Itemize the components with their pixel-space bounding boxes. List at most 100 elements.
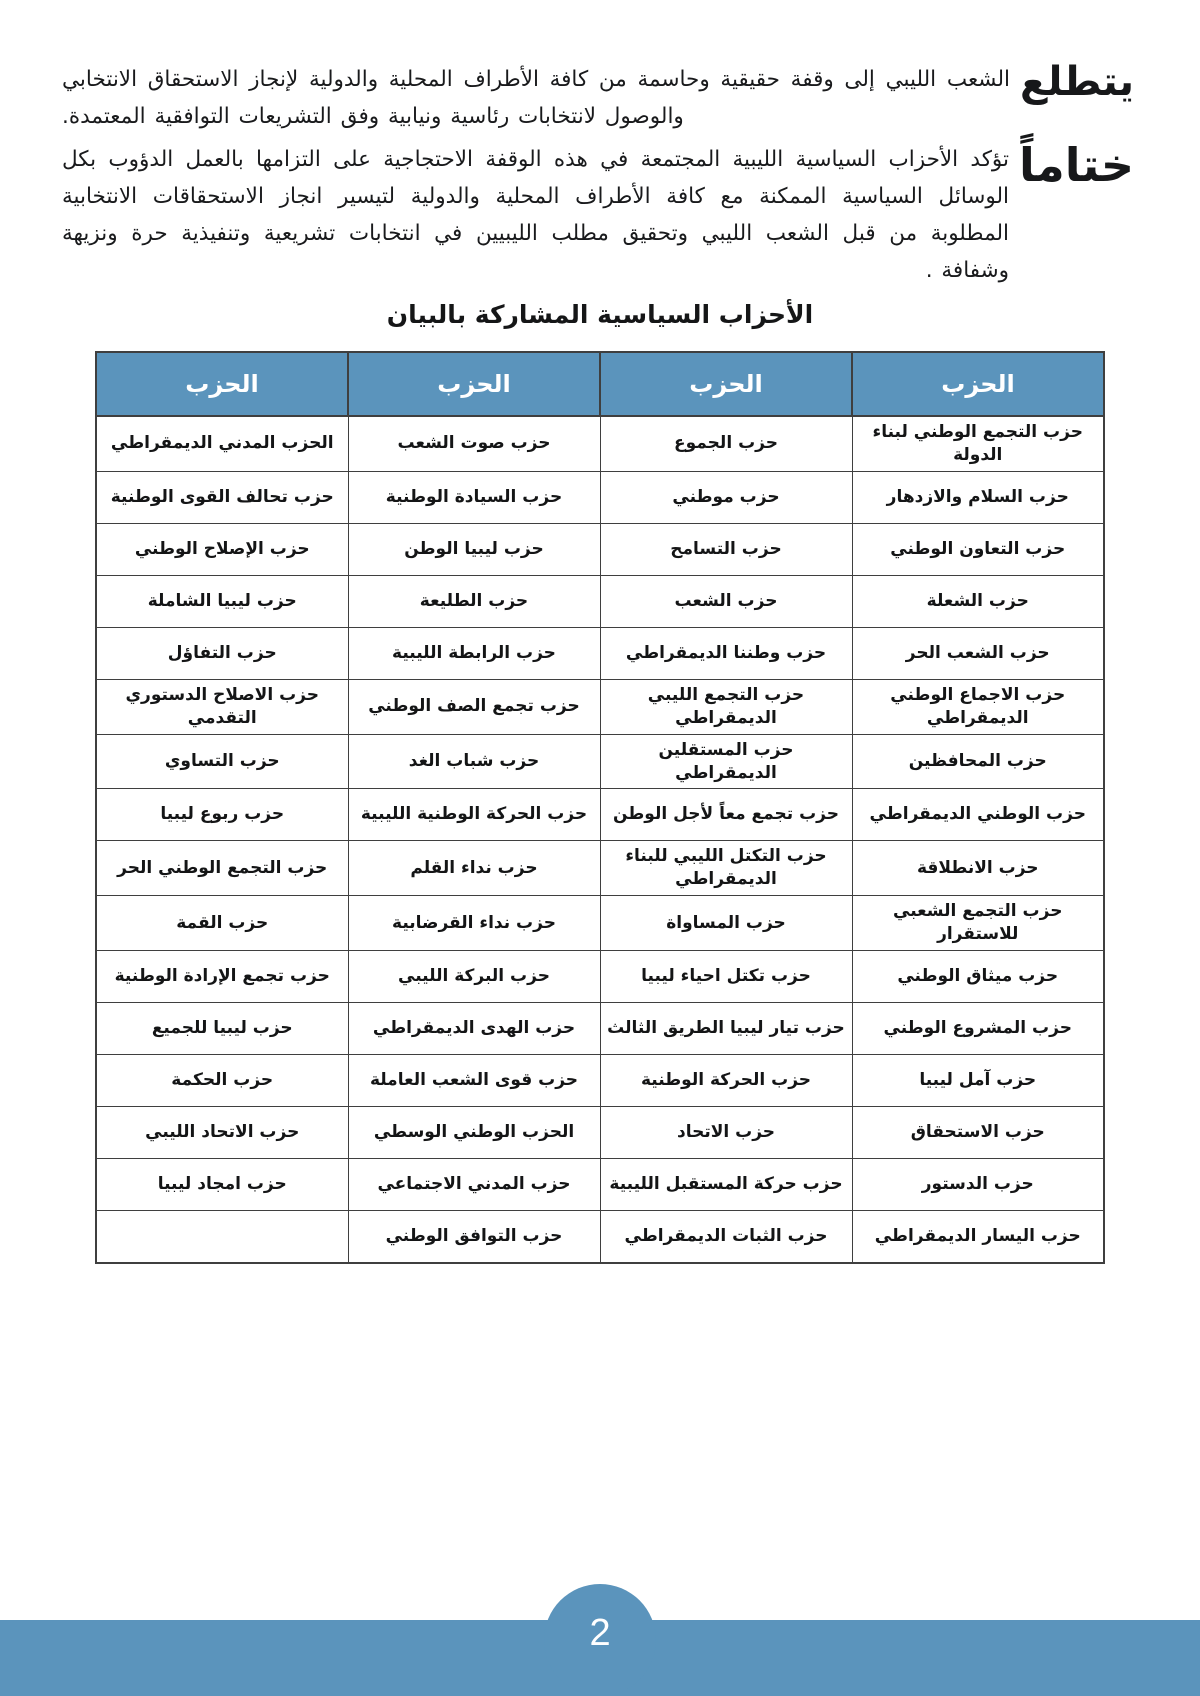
party-name-cell: حزب تجمع الصف الوطني: [347, 678, 601, 735]
party-name-cell: حزب التوافق الوطني: [347, 1210, 601, 1264]
party-name-cell: الحزب الوطني الوسطي: [347, 1106, 601, 1160]
party-name-cell: حزب الإصلاح الوطني: [95, 522, 349, 576]
party-name-cell: حزب آمل ليبيا: [851, 1054, 1105, 1108]
table-row: حزب التجمع الوطني لبناء الدولة حزب الجموع…: [95, 415, 1105, 472]
party-name-cell: حزب التسامح: [599, 522, 853, 576]
table-row: حزب آمل ليبيا حزب الحركة الوطنية حزب قوى ا…: [95, 1054, 1105, 1108]
party-name-cell: حزب المستقلين الديمقراطي: [599, 733, 853, 790]
party-name-cell: حزب قوى الشعب العاملة: [347, 1054, 601, 1108]
column-header-3: الحزب: [347, 350, 601, 417]
table-row: حزب السلام والازدهار حزب موطني حزب السيادة…: [95, 470, 1105, 524]
party-name-cell: حزب وطننا الديمقراطي: [599, 626, 853, 680]
party-name-cell: حزب تجمع الإرادة الوطنية: [95, 950, 349, 1004]
party-name-cell: حزب القمة: [95, 895, 349, 952]
party-name-cell: حزب الشعب الحر: [851, 626, 1105, 680]
table-row: حزب الاستحقاق حزب الاتحاد الحزب الوطني الو…: [95, 1106, 1105, 1160]
table-row: حزب الوطني الديمقراطي حزب تجمع معاً لأجل …: [95, 788, 1105, 842]
party-name-cell: حزب التساوي: [95, 733, 349, 790]
table-row: حزب ميثاق الوطني حزب تكتل احياء ليبيا حزب …: [95, 950, 1105, 1004]
party-name-cell: حزب الحكمة: [95, 1054, 349, 1108]
party-name-cell: حزب تحالف القوى الوطنية: [95, 470, 349, 524]
paragraph-2: ختاماً تؤكد الأحزاب السياسية الليبية الم…: [62, 142, 1138, 290]
party-name-cell: حزب السلام والازدهار: [851, 470, 1105, 524]
table-row: حزب الانطلاقة حزب التكتل الليبي للبناء ال…: [95, 840, 1105, 897]
party-name-cell: حزب الانطلاقة: [851, 840, 1105, 897]
party-name-cell: حزب الشعب: [599, 574, 853, 628]
party-name-cell: حزب الجموع: [599, 415, 853, 472]
paragraph-1-body: الشعب الليبي إلى وقفة حقيقية وحاسمة من ك…: [62, 67, 1011, 129]
party-name-cell: حزب صوت الشعب: [347, 415, 601, 472]
party-name-cell: حزب الرابطة الليبية: [347, 626, 601, 680]
party-name-cell: حزب حركة المستقبل الليبية: [599, 1158, 853, 1212]
empty-cell: [95, 1210, 349, 1264]
party-name-cell: حزب المدني الاجتماعي: [347, 1158, 601, 1212]
party-name-cell: الحزب المدني الديمقراطي: [95, 415, 349, 472]
page-number-badge: 2: [544, 1584, 656, 1696]
party-name-cell: حزب تكتل احياء ليبيا: [599, 950, 853, 1004]
table-row: حزب الشعلة حزب الشعب حزب الطليعة حزب ليبيا …: [95, 574, 1105, 628]
party-name-cell: حزب ليبيا الشاملة: [95, 574, 349, 628]
paragraph-2-lead-word: ختاماً: [1019, 137, 1135, 192]
party-name-cell: حزب تيار ليبيا الطريق الثالث: [599, 1002, 853, 1056]
paragraph-1: يتطلع الشعب الليبي إلى وقفة حقيقية وحاسم…: [62, 62, 1138, 136]
party-name-cell: حزب شباب الغد: [347, 733, 601, 790]
table-row: حزب اليسار الديمقراطي حزب الثبات الديمقرا…: [95, 1210, 1105, 1264]
table-row: حزب التجمع الشعبي للاستقرار حزب المساواة ح…: [95, 895, 1105, 952]
party-name-cell: حزب الوطني الديمقراطي: [851, 788, 1105, 842]
table-row: حزب المشروع الوطني حزب تيار ليبيا الطريق …: [95, 1002, 1105, 1056]
table-head: الحزب الحزب الحزب الحزب: [95, 350, 1105, 417]
party-name-cell: حزب الاجماع الوطني الديمقراطي: [851, 678, 1105, 735]
page-content: يتطلع الشعب الليبي إلى وقفة حقيقية وحاسم…: [62, 62, 1138, 1264]
political-parties-table: الحزب الحزب الحزب الحزب حزب التجمع الوطن…: [95, 350, 1105, 1264]
party-name-cell: حزب نداء القلم: [347, 840, 601, 897]
table-row: حزب الاجماع الوطني الديمقراطي حزب التجمع …: [95, 678, 1105, 735]
page-number: 2: [589, 1612, 611, 1654]
paragraph-2-body: تؤكد الأحزاب السياسية الليبية المجتمعة ف…: [62, 146, 1010, 283]
table-row: حزب الشعب الحر حزب وطننا الديمقراطي حزب ال…: [95, 626, 1105, 680]
party-name-cell: حزب التفاؤل: [95, 626, 349, 680]
party-name-cell: حزب المحافظين: [851, 733, 1105, 790]
party-name-cell: حزب الحركة الوطنية: [599, 1054, 853, 1108]
column-header-1: الحزب: [851, 350, 1105, 417]
party-name-cell: حزب ربوع ليبيا: [95, 788, 349, 842]
party-name-cell: حزب التجمع الليبي الديمقراطي: [599, 678, 853, 735]
party-name-cell: حزب التجمع الشعبي للاستقرار: [851, 895, 1105, 952]
table-row: حزب التعاون الوطني حزب التسامح حزب ليبيا ا…: [95, 522, 1105, 576]
party-name-cell: حزب التجمع الوطني الحر: [95, 840, 349, 897]
party-name-cell: حزب السيادة الوطنية: [347, 470, 601, 524]
table-row: حزب الدستور حزب حركة المستقبل الليبية حزب …: [95, 1158, 1105, 1212]
party-name-cell: حزب المساواة: [599, 895, 853, 952]
table-row: حزب المحافظين حزب المستقلين الديمقراطي حزب…: [95, 733, 1105, 790]
party-name-cell: حزب المشروع الوطني: [851, 1002, 1105, 1056]
column-header-4: الحزب: [95, 350, 349, 417]
party-name-cell: حزب الطليعة: [347, 574, 601, 628]
column-header-2: الحزب: [599, 350, 853, 417]
party-name-cell: حزب التجمع الوطني لبناء الدولة: [851, 415, 1105, 472]
party-name-cell: حزب نداء القرضابية: [347, 895, 601, 952]
party-name-cell: حزب التعاون الوطني: [851, 522, 1105, 576]
party-name-cell: حزب الهدى الديمقراطي: [347, 1002, 601, 1056]
paragraph-1-lead-word: يتطلع: [1020, 59, 1135, 105]
party-name-cell: حزب اليسار الديمقراطي: [851, 1210, 1105, 1264]
party-name-cell: حزب الدستور: [851, 1158, 1105, 1212]
party-name-cell: حزب البركة الليبي: [347, 950, 601, 1004]
table-header-row: الحزب الحزب الحزب الحزب: [95, 350, 1105, 417]
party-name-cell: حزب الشعلة: [851, 574, 1105, 628]
party-name-cell: حزب تجمع معاً لأجل الوطن: [599, 788, 853, 842]
party-name-cell: حزب التكتل الليبي للبناء الديمقراطي: [599, 840, 853, 897]
page-footer: 2: [0, 1584, 1200, 1696]
table-heading: الأحزاب السياسية المشاركة بالبيان: [386, 299, 814, 329]
party-name-cell: حزب الاتحاد: [599, 1106, 853, 1160]
party-name-cell: حزب الثبات الديمقراطي: [599, 1210, 853, 1264]
party-name-cell: حزب الاتحاد الليبي: [95, 1106, 349, 1160]
party-name-cell: حزب موطني: [599, 470, 853, 524]
party-name-cell: حزب الاستحقاق: [851, 1106, 1105, 1160]
party-name-cell: حزب ليبيا للجميع: [95, 1002, 349, 1056]
table-body: حزب التجمع الوطني لبناء الدولة حزب الجموع…: [95, 415, 1105, 1264]
party-name-cell: حزب الاصلاح الدستوري التقدمي: [95, 678, 349, 735]
party-name-cell: حزب امجاد ليبيا: [95, 1158, 349, 1212]
party-name-cell: حزب ليبيا الوطن: [347, 522, 601, 576]
party-name-cell: حزب الحركة الوطنية الليبية: [347, 788, 601, 842]
party-name-cell: حزب ميثاق الوطني: [851, 950, 1105, 1004]
